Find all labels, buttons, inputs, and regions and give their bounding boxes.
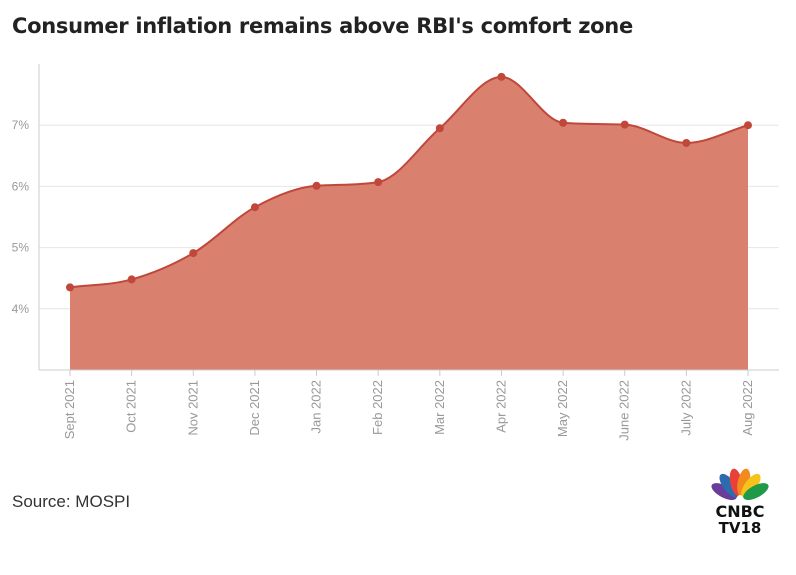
data-point (497, 72, 506, 81)
x-tick-label: Aug 2022 (740, 380, 755, 436)
y-tick-label: 5% (12, 241, 30, 255)
x-tick-label: Dec 2021 (247, 380, 262, 436)
source-note: Source: MOSPI (12, 492, 131, 511)
series-area (70, 76, 748, 371)
x-tick-label: Sept 2021 (62, 380, 77, 439)
y-axis-ticks: 4% 5% 6% 7% (12, 118, 30, 316)
y-tick-label: 4% (12, 302, 30, 316)
x-tick-label: Jan 2022 (309, 380, 324, 434)
data-point (374, 178, 383, 187)
chart-title: Consumer inflation remains above RBI's c… (12, 14, 633, 38)
x-tick-label: July 2022 (678, 380, 693, 436)
logo-line1: CNBC (715, 502, 764, 521)
x-axis-ticks: Sept 2021 Oct 2021 Nov 2021 Dec 2021 Jan 202… (62, 370, 755, 441)
area-chart: 4% 5% 6% 7% Sept 2021 Oct 2021 Nov 2021 Dec 20… (12, 64, 779, 441)
data-points (66, 72, 752, 292)
data-point (312, 181, 321, 190)
x-tick-label: May 2022 (555, 380, 570, 437)
x-tick-label: Oct 2021 (124, 380, 139, 433)
data-point (250, 203, 259, 212)
data-point (189, 249, 198, 258)
peacock-icon (711, 468, 769, 501)
data-point (744, 121, 752, 130)
cnbc-tv18-logo: CNBC TV18 (711, 468, 769, 537)
y-tick-label: 6% (12, 179, 30, 193)
data-point (66, 283, 74, 292)
x-tick-label: Nov 2021 (185, 380, 200, 436)
data-point (620, 120, 629, 129)
y-tick-label: 7% (12, 118, 30, 132)
x-tick-label: Apr 2022 (493, 380, 508, 433)
axes (38, 64, 779, 371)
x-tick-label: June 2022 (617, 380, 632, 441)
data-point (127, 275, 136, 284)
x-tick-label: Feb 2022 (370, 380, 385, 435)
data-point (559, 118, 568, 127)
logo-line2: TV18 (719, 519, 762, 537)
data-point (682, 138, 691, 147)
data-point (435, 124, 444, 133)
x-tick-label: Mar 2022 (432, 380, 447, 435)
